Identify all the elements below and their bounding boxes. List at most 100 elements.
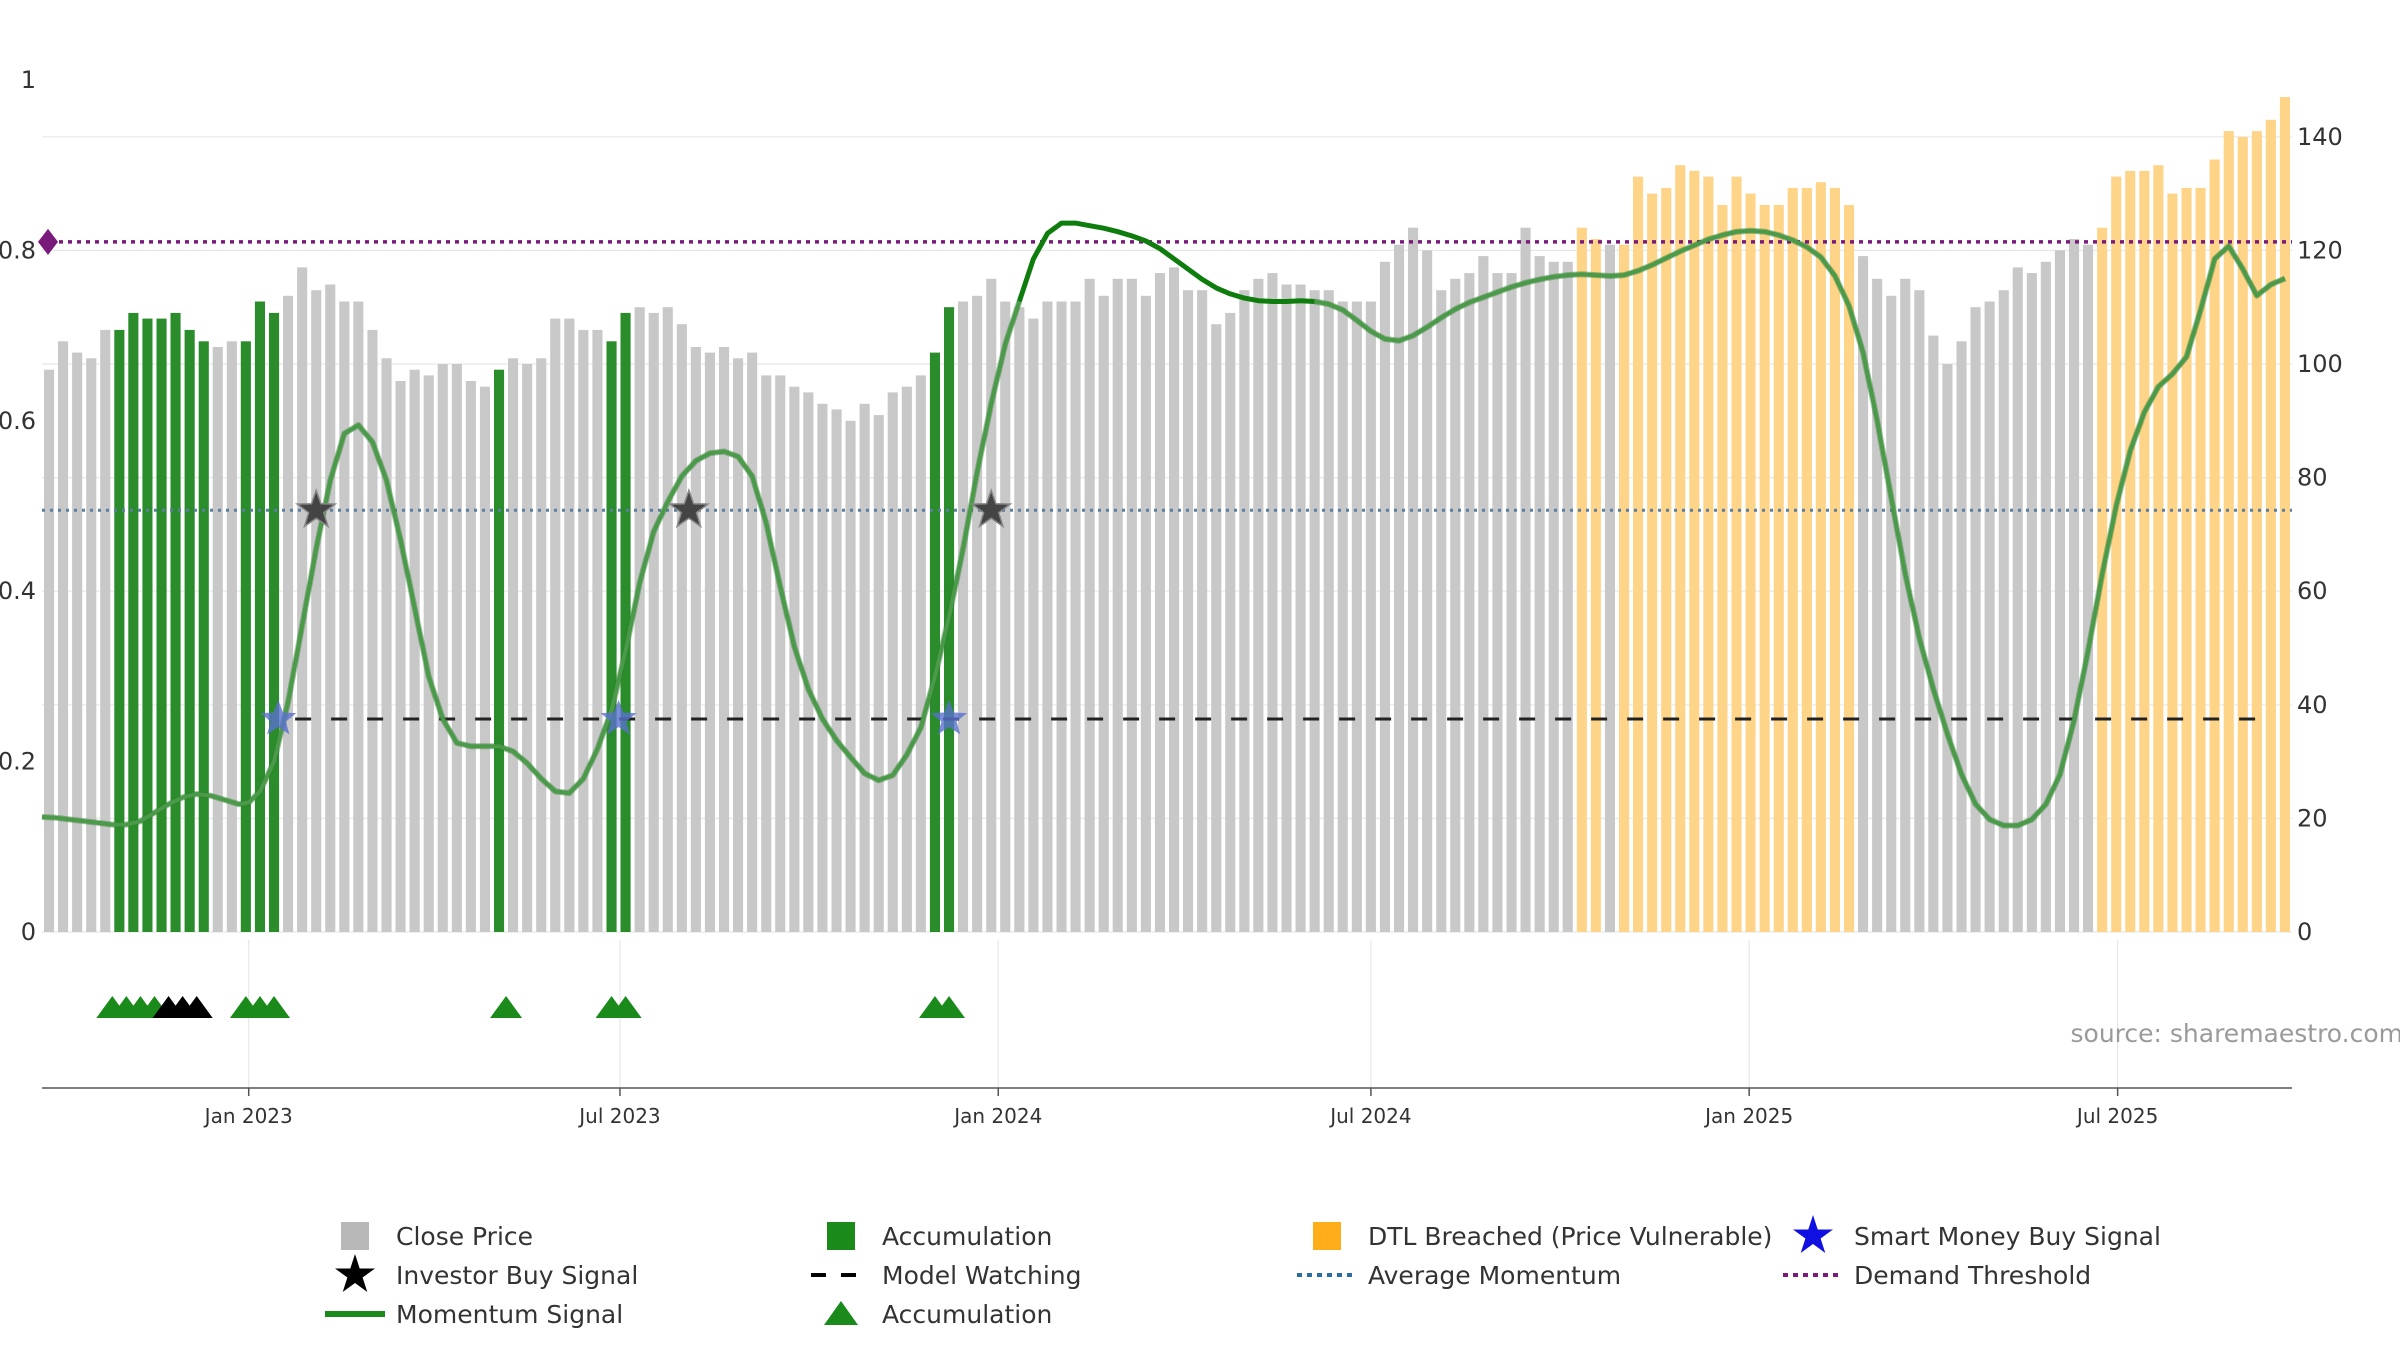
close-price-bar xyxy=(564,319,574,932)
left-axis-tick-label: 0 xyxy=(21,918,36,946)
close-price-bar xyxy=(311,290,321,932)
left-axis-tick-label: 1 xyxy=(21,66,36,94)
close-price-bar xyxy=(817,404,827,932)
close-price-bar xyxy=(1436,290,1446,932)
close-price-bar xyxy=(705,353,715,932)
legend-label: Smart Money Buy Signal xyxy=(1854,1222,2161,1251)
close-price-bar xyxy=(1872,279,1882,932)
close-price-bar xyxy=(1521,228,1531,932)
right-axis-tick-label: 60 xyxy=(2297,577,2328,605)
close-price-bar xyxy=(1127,279,1137,932)
close-price-bar xyxy=(536,358,546,932)
accumulation-bar xyxy=(607,341,617,932)
close-price-bar xyxy=(846,421,856,932)
dtl-breached-bar xyxy=(1675,165,1685,932)
close-price-bar xyxy=(2083,245,2093,932)
close-price-bar xyxy=(874,415,884,932)
close-price-bar xyxy=(1478,256,1488,932)
dtl-breached-bar xyxy=(1717,205,1727,932)
close-price-bar xyxy=(100,330,110,932)
close-price-bar xyxy=(1057,302,1067,933)
close-price-bar xyxy=(396,381,406,932)
close-price-bar xyxy=(1450,279,1460,932)
close-price-bar xyxy=(1225,313,1235,932)
close-price-bar xyxy=(578,330,588,932)
close-price-bar xyxy=(1380,262,1390,932)
close-price-bar xyxy=(1183,290,1193,932)
close-price-bar xyxy=(972,296,982,932)
accumulation-bar xyxy=(128,313,138,932)
close-price-bar xyxy=(2013,267,2023,932)
close-price-bar xyxy=(86,358,96,932)
right-axis-tick-label: 100 xyxy=(2297,350,2343,378)
legend-label: Average Momentum xyxy=(1368,1261,1621,1290)
legend-item: Close Price xyxy=(341,1222,533,1251)
close-price-bar xyxy=(2027,273,2037,932)
dtl-breached-bar xyxy=(2139,171,2149,932)
legend-item: Accumulation xyxy=(824,1300,1052,1329)
close-price-bar xyxy=(1000,302,1010,933)
legend-triangle-swatch xyxy=(824,1301,858,1325)
right-axis-tick-label: 20 xyxy=(2297,804,2328,832)
close-price-bar xyxy=(1211,324,1221,932)
accumulation-bar xyxy=(142,319,152,932)
investor-buy-signal-star xyxy=(670,490,708,526)
legend-label: Investor Buy Signal xyxy=(396,1261,638,1290)
dtl-breached-bar xyxy=(1802,188,1812,932)
legend-item: Average Momentum xyxy=(1297,1261,1621,1290)
legend-item: Model Watching xyxy=(811,1261,1082,1290)
close-price-bar xyxy=(72,353,82,932)
close-price-bar xyxy=(1324,290,1334,932)
close-price-bar xyxy=(283,296,293,932)
close-price-bar xyxy=(58,341,68,932)
close-price-bar xyxy=(1141,296,1151,932)
dtl-breached-bar xyxy=(1577,228,1587,932)
legend-star-swatch xyxy=(1793,1215,1833,1253)
dtl-breached-bar xyxy=(2252,131,2262,932)
right-axis-tick-label: 40 xyxy=(2297,691,2328,719)
legend-item: Accumulation xyxy=(827,1222,1052,1251)
right-axis-tick-label: 0 xyxy=(2297,918,2312,946)
close-price-bar xyxy=(761,375,771,932)
dtl-breached-bar xyxy=(1619,245,1629,932)
dtl-breached-bar xyxy=(1816,182,1826,932)
accumulation-bar xyxy=(199,341,209,932)
close-price-bar xyxy=(550,319,560,932)
source-label: source: sharemaestro.com xyxy=(2071,1019,2400,1048)
right-axis-tick-label: 80 xyxy=(2297,464,2328,492)
accumulation-bar xyxy=(269,313,279,932)
legend-label: DTL Breached (Price Vulnerable) xyxy=(1368,1222,1772,1251)
close-price-bar xyxy=(1900,279,1910,932)
close-price-bar xyxy=(902,387,912,932)
accumulation-bar xyxy=(157,319,167,932)
dtl-breached-bar xyxy=(2280,97,2290,932)
close-price-bar xyxy=(1985,302,1995,933)
close-price-bar xyxy=(1957,341,1967,932)
legend-square-swatch xyxy=(827,1222,855,1250)
close-price-bar xyxy=(522,364,532,932)
legend-label: Momentum Signal xyxy=(396,1300,623,1329)
grid-lines xyxy=(42,137,2292,1088)
close-price-bar xyxy=(1310,290,1320,932)
close-price-bar xyxy=(227,341,237,932)
legend-item: Investor Buy Signal xyxy=(335,1254,638,1292)
dtl-breached-bar xyxy=(1732,177,1742,932)
close-price-bar xyxy=(367,330,377,932)
close-price-bar xyxy=(1999,290,2009,932)
close-price-bar xyxy=(1282,285,1292,933)
close-price-bar xyxy=(1113,279,1123,932)
left-axis-tick-label: 0.6 xyxy=(0,407,36,435)
close-price-bar xyxy=(733,358,743,932)
close-price-bar xyxy=(1014,307,1024,932)
accumulation-bar xyxy=(241,341,251,932)
x-axis-tick-label: Jan 2025 xyxy=(1703,1104,1793,1128)
accumulation-bar xyxy=(255,302,265,933)
accumulation-bar xyxy=(185,330,195,932)
dtl-breached-bar xyxy=(2125,171,2135,932)
close-price-bar xyxy=(1464,273,1474,932)
close-price-bar xyxy=(2069,239,2079,932)
accumulation-bar xyxy=(114,330,124,932)
close-price-bar xyxy=(382,358,392,932)
close-price-bar xyxy=(832,409,842,932)
